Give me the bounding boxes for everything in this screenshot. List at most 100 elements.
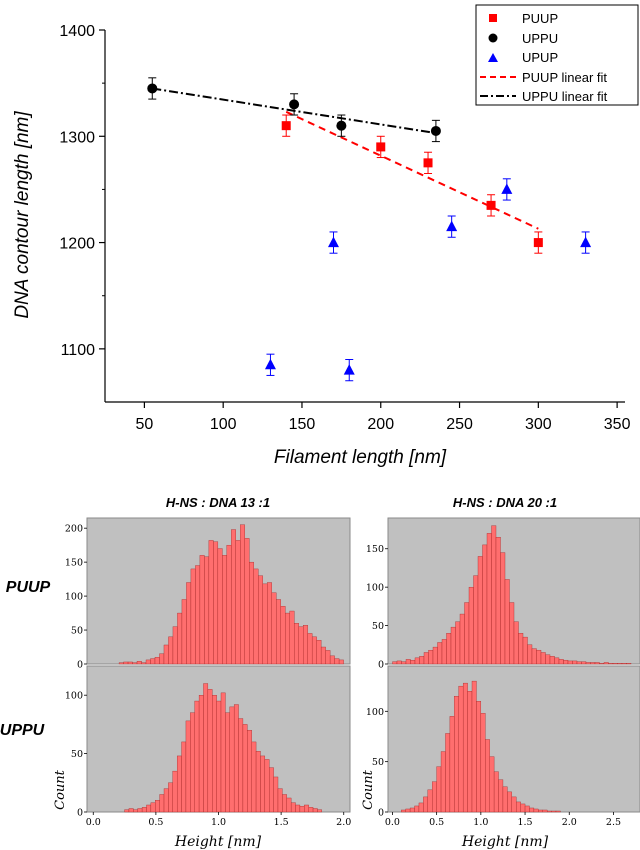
hist-x-tick-label: 0.0	[385, 817, 400, 828]
hist-bar	[137, 808, 143, 813]
hist-y-tick-label: 100	[366, 583, 384, 594]
hist-bar	[150, 658, 156, 665]
hist-bar	[555, 810, 561, 813]
hist-y-tick-label: 0	[378, 660, 384, 671]
hist-y-tick-label: 150	[65, 558, 83, 569]
hist-bar	[410, 659, 416, 665]
hist-bar	[405, 659, 411, 665]
x-tick-label: 100	[210, 416, 237, 433]
hist-bar	[563, 659, 569, 665]
y-tick-label: 1300	[59, 129, 95, 146]
hist-bar	[190, 568, 196, 665]
hist-bar	[608, 663, 614, 665]
data-point	[580, 236, 592, 248]
hist-bar	[118, 662, 124, 665]
y-tick-label: 1400	[59, 23, 95, 40]
scatter-chart: 50 100 150 200 250 300 350 1100 1200 1300 1400 Fil…	[12, 4, 639, 468]
hist-bar	[172, 770, 178, 813]
legend-label-uppu: UPPU	[522, 31, 558, 46]
hist-bar	[522, 636, 528, 665]
hist-bar	[432, 646, 438, 665]
hist-bar	[127, 661, 133, 665]
hist-bar	[511, 796, 517, 813]
hist-bar	[594, 662, 600, 665]
hist-bar	[445, 733, 451, 813]
hist-bar	[527, 644, 533, 665]
hist-bar	[480, 713, 486, 813]
hist-bar	[128, 808, 134, 813]
hist-bar	[159, 653, 165, 665]
hist-bar	[155, 800, 160, 813]
hist-bar	[317, 809, 322, 813]
hist-y-tick-label: 50	[71, 626, 83, 637]
hist-bar	[423, 796, 428, 813]
hist-bar	[536, 649, 542, 665]
hist-bar	[489, 756, 495, 813]
hist-bar	[308, 807, 314, 813]
hist-bar	[504, 579, 510, 665]
hist-bar	[513, 621, 519, 665]
hist-bar	[172, 626, 178, 665]
legend-box	[475, 4, 639, 106]
hist-bar	[271, 592, 277, 665]
hist-bar	[249, 561, 254, 665]
hist-bar	[437, 642, 443, 665]
hist-bar	[524, 805, 530, 813]
hist-bar	[551, 810, 557, 813]
hist-bar	[540, 652, 546, 665]
data-point	[486, 200, 496, 210]
hist-bar	[334, 658, 340, 665]
hist-bar	[235, 540, 241, 665]
scatter-y-label: DNA contour length [nm]	[12, 111, 33, 319]
hist-bar	[542, 809, 548, 813]
hist-bar	[231, 529, 236, 665]
hist-bar	[255, 751, 261, 813]
hist-bar	[516, 801, 521, 813]
hist-bar	[520, 803, 526, 813]
hist-bar	[181, 741, 187, 813]
hist-bar	[295, 804, 301, 813]
data-point	[281, 121, 291, 131]
hist-bar	[493, 771, 499, 813]
hist-bar	[269, 767, 274, 813]
hist-bar	[500, 552, 506, 665]
hist-bar	[509, 602, 515, 665]
hist-bar	[603, 662, 609, 665]
hist-bar	[267, 582, 272, 665]
hist-x-tick-label: 2.0	[336, 817, 351, 828]
hist-bar	[467, 690, 473, 813]
hist-bar	[150, 802, 156, 813]
data-point	[430, 125, 441, 136]
hist-bar	[502, 786, 508, 813]
hist-bar	[396, 660, 402, 665]
hist-bar	[473, 575, 479, 665]
legend-marker-upup	[488, 53, 498, 62]
hist-bar	[280, 606, 286, 665]
hist-bar	[222, 555, 228, 665]
data-point	[423, 158, 433, 168]
hist-bar	[546, 810, 552, 813]
hist-bar	[168, 636, 174, 665]
histogram-puup-20-1: 0 50 100 150	[366, 517, 640, 671]
hist-bar	[572, 660, 578, 665]
hist-bar	[195, 565, 201, 665]
legend-marker-puup	[489, 14, 497, 22]
hist-bar	[163, 788, 169, 813]
hist-bar	[217, 548, 223, 665]
legend-label-uppu-fit: UPPU linear fit	[522, 89, 608, 104]
hist-x-tick-label: 1.5	[517, 817, 532, 828]
hist-bar	[185, 720, 191, 813]
data-point	[501, 183, 513, 194]
hist-x-label-left: Height [nm]	[174, 834, 262, 850]
hist-bar	[436, 766, 442, 813]
hist-bar	[213, 541, 219, 665]
hist-bar	[276, 599, 281, 665]
hist-y-tick-label: 50	[71, 749, 83, 760]
hist-bar	[626, 663, 632, 665]
hist-bar	[264, 759, 270, 813]
hist-bar	[576, 661, 582, 665]
x-tick-label: 350	[604, 416, 631, 433]
hist-y-tick-label: 100	[65, 592, 83, 603]
hist-bar	[304, 804, 309, 813]
hist-bar	[208, 540, 214, 665]
